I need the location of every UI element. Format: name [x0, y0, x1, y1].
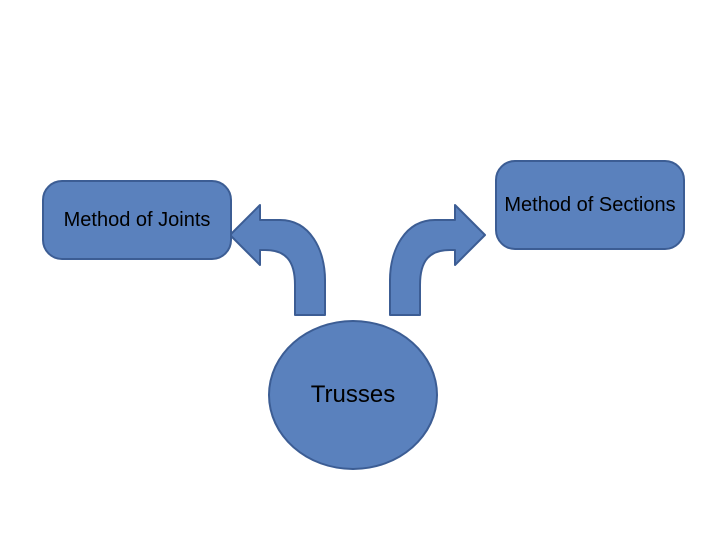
- curved-arrow-right-icon: [380, 200, 490, 320]
- node-label: Method of Joints: [64, 208, 211, 232]
- curved-arrow-left-icon: [225, 200, 335, 320]
- node-label: Method of Sections: [504, 193, 675, 217]
- arrow-right: [380, 200, 490, 320]
- node-label: Trusses: [311, 381, 395, 409]
- node-trusses: Trusses: [268, 320, 438, 470]
- node-method-of-sections: Method of Sections: [495, 160, 685, 250]
- node-method-of-joints: Method of Joints: [42, 180, 232, 260]
- arrow-left: [225, 200, 335, 320]
